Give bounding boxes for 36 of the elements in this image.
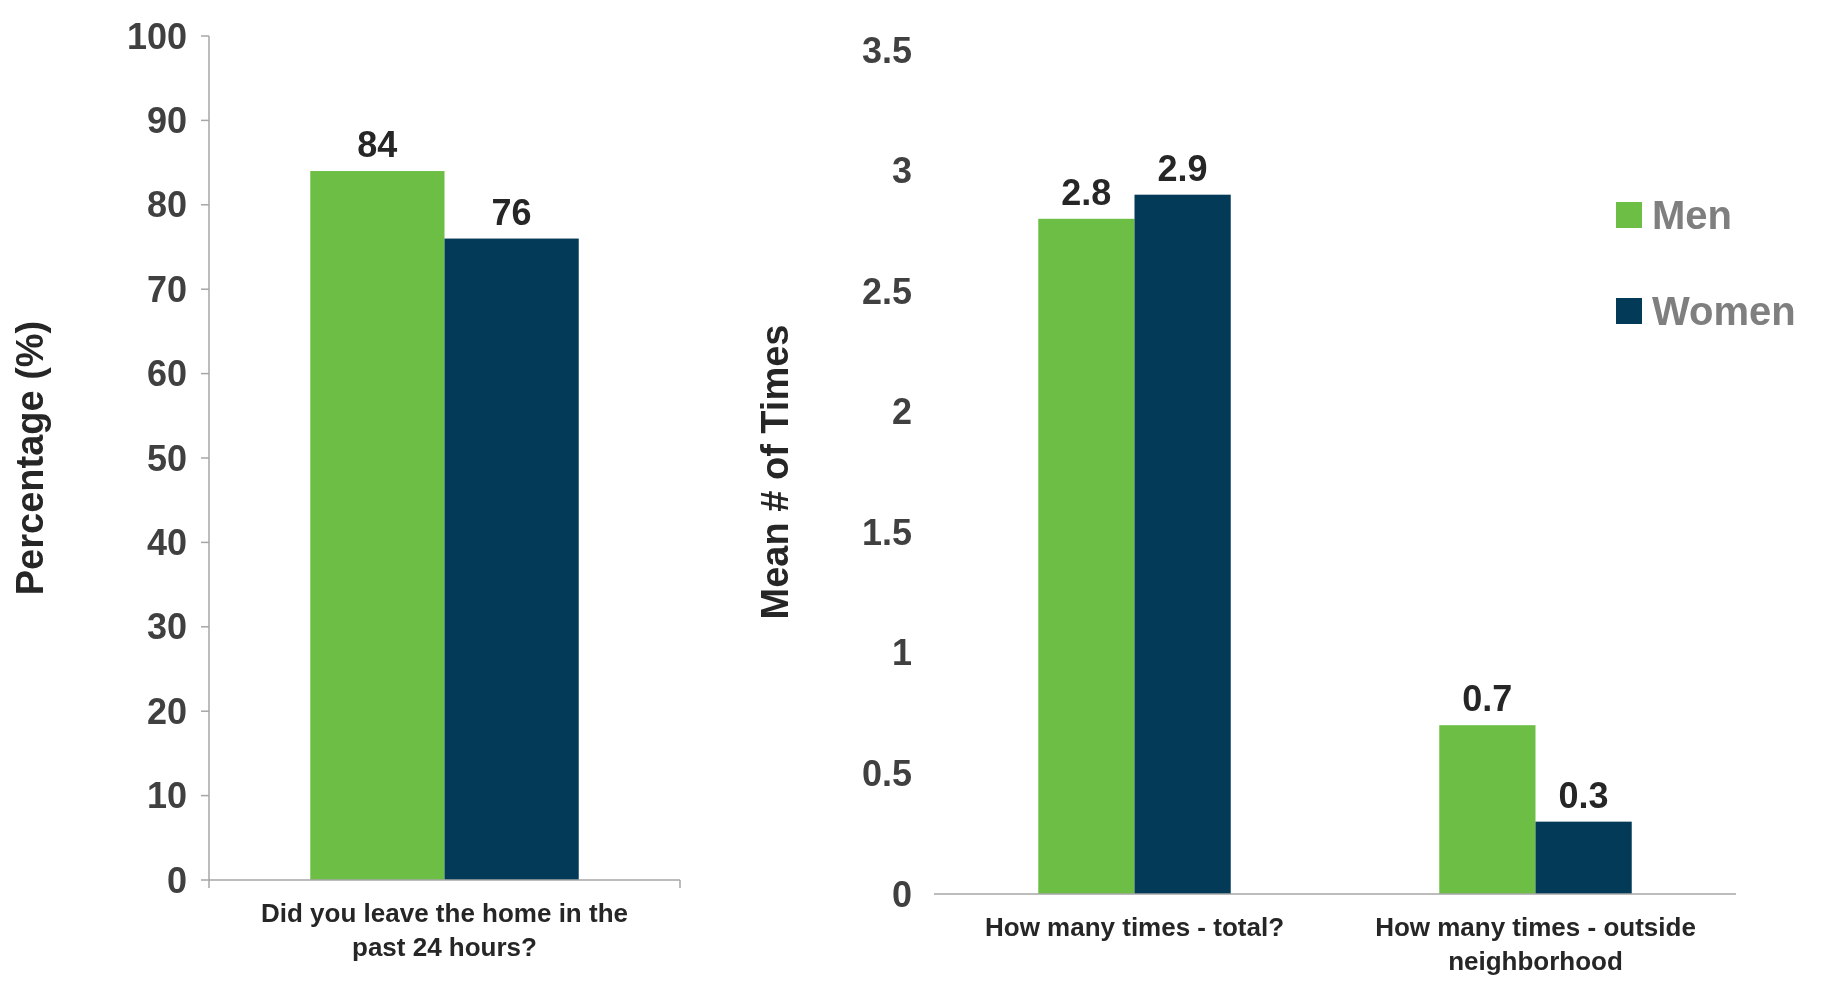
y-tick-label: 70: [146, 268, 187, 310]
y-tick-label: 10: [146, 775, 187, 817]
x-tick-label: Did you leave the home in the past 24 hours?: [261, 898, 628, 962]
y-tick-label: 0: [891, 873, 912, 915]
y-tick-label: 2.5: [861, 270, 912, 312]
y-tick-label: 80: [146, 184, 187, 226]
y-tick-label: 3.5: [861, 29, 912, 71]
bar: [1038, 218, 1135, 894]
y-tick-label: 30: [146, 606, 187, 648]
y-tick-label: 1.5: [861, 511, 912, 553]
data-label: 2.8: [1061, 171, 1112, 213]
bar: [1134, 194, 1231, 894]
data-label: 76: [491, 191, 532, 233]
y-tick-label: 2: [891, 391, 912, 433]
data-label: 84: [357, 124, 398, 166]
y-tick-label: 50: [146, 437, 187, 479]
y-tick-label: 20: [146, 690, 187, 732]
data-label: 0.7: [1462, 678, 1513, 720]
data-label: 0.3: [1558, 774, 1609, 816]
y-tick-label: 0: [166, 859, 187, 901]
bar: [1535, 821, 1632, 894]
y-tick-label: 0.5: [861, 753, 912, 795]
x-tick-label: How many times - outside neighborhood: [1375, 912, 1696, 976]
legend-label: Women: [1652, 289, 1796, 333]
y-tick-label: 100: [126, 15, 187, 57]
y-tick-label: 1: [891, 632, 912, 674]
data-label: 2.9: [1157, 147, 1208, 189]
x-tick-label: How many times - total?: [984, 912, 1285, 942]
y-tick-label: 3: [891, 150, 912, 192]
y-tick-label: 90: [146, 100, 187, 141]
y-axis-title: Percentage (%): [9, 320, 51, 596]
y-tick-label: 60: [146, 353, 187, 395]
y-axis-title: Mean # of Times: [754, 324, 796, 620]
bar: [1439, 725, 1536, 894]
y-tick-label: 40: [146, 522, 187, 563]
legend-label: Men: [1652, 193, 1732, 237]
